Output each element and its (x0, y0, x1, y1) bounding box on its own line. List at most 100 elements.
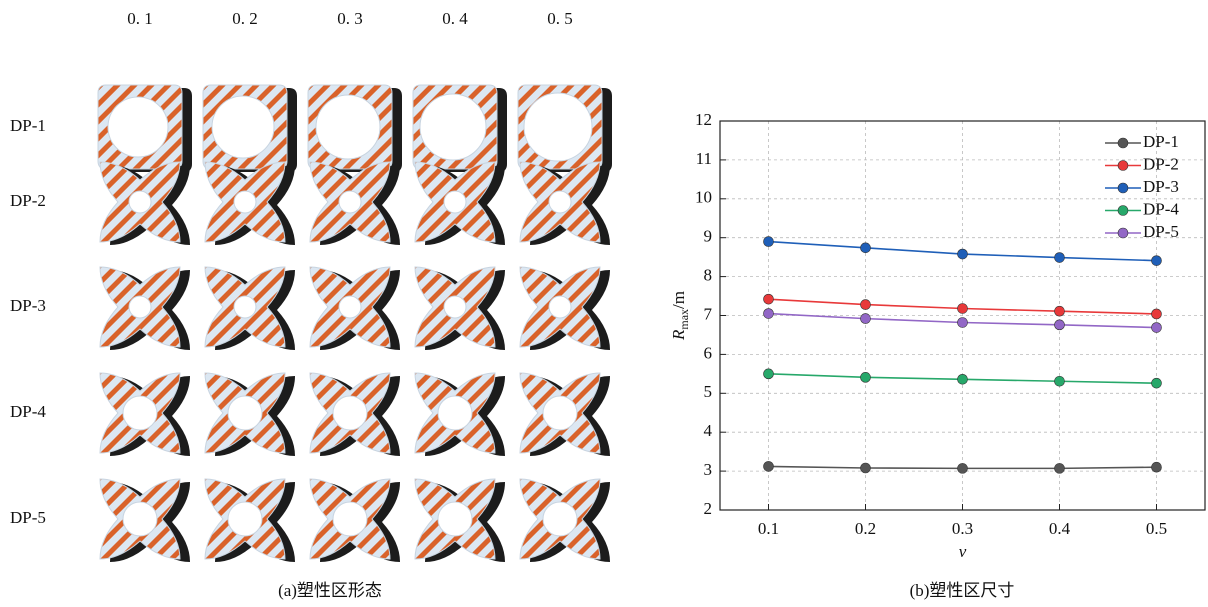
x-axis-label: v (959, 542, 967, 561)
data-point (763, 236, 774, 247)
legend-marker (1117, 227, 1129, 239)
data-point (1151, 308, 1162, 320)
data-point (1054, 463, 1065, 474)
shape-hole (542, 501, 578, 537)
shape-hole (338, 295, 362, 319)
data-point (860, 242, 871, 254)
row-label: DP-4 (10, 402, 46, 421)
shape-hole (332, 395, 368, 431)
x-tick-label: 0.5 (1146, 519, 1167, 538)
legend-marker (1117, 205, 1129, 216)
y-tick-label: 3 (704, 460, 713, 479)
panel-a: 0. 1 0. 2 0. 3 0. 4 0. 5 DP-1 DP-2 DP-3 DP-4 DP-5 (10, 9, 612, 562)
x-tick-label: 0.2 (855, 519, 876, 538)
data-point (763, 368, 774, 380)
row-label: DP-3 (10, 296, 46, 315)
shape-hole (419, 93, 487, 161)
shape-hole (107, 96, 169, 158)
y-label-unit: /m (669, 291, 688, 309)
row-label: DP-1 (10, 116, 46, 135)
data-point (860, 313, 871, 324)
plastic-zone-shape (414, 372, 505, 456)
plastic-zone-shape (519, 478, 610, 562)
plastic-zone-shape (204, 372, 295, 456)
y-axis-label: Rmax/m (669, 291, 691, 341)
shape-hole (338, 190, 362, 214)
y-tick-label: 4 (704, 421, 713, 440)
caption-b: (b)塑性区尺寸 (910, 581, 1015, 600)
plastic-zone-shape (414, 161, 505, 245)
shape-hole (437, 395, 473, 431)
shape-hole (233, 190, 257, 214)
y-tick-label: 7 (704, 304, 713, 323)
data-point (763, 461, 774, 472)
shape-hole (122, 501, 158, 537)
legend-label: DP-3 (1143, 177, 1179, 196)
shape-hole (548, 295, 572, 319)
legend-label: DP-5 (1143, 222, 1179, 241)
x-tick-label: 0.1 (758, 519, 779, 538)
row-label: DP-2 (10, 191, 46, 210)
shape-hole (233, 295, 257, 319)
shape-hole (523, 92, 593, 162)
shape-hole (542, 395, 578, 431)
data-point (1151, 255, 1162, 266)
caption-a: (a)塑性区形态 (278, 581, 382, 600)
plastic-zone-shape (204, 161, 295, 245)
plastic-zone-shape (309, 372, 400, 456)
plot-frame (719, 120, 1206, 511)
data-point (1054, 305, 1065, 317)
plastic-zone-shape (414, 266, 505, 350)
legend-marker (1117, 137, 1129, 149)
plastic-zone-shape (519, 266, 610, 350)
column-label: 0. 4 (442, 9, 468, 28)
panel-b: 2 3 4 5 6 7 8 9 10 11 12 0.1 0.2 0.3 0.4 0.5 v Rmax/m DP-1… (669, 110, 1206, 561)
legend-marker (1117, 182, 1129, 194)
legend-label: DP-2 (1143, 154, 1179, 173)
plastic-zone-shape (204, 266, 295, 350)
plastic-zone-shape (519, 161, 610, 245)
plastic-zone-shape (204, 478, 295, 562)
data-point (1151, 377, 1162, 389)
y-tick-label: 10 (695, 188, 712, 207)
shape-hole (128, 295, 152, 319)
shape-hole (437, 501, 473, 537)
data-point (1151, 461, 1162, 473)
data-point (860, 372, 871, 383)
column-label: 0. 5 (547, 9, 573, 28)
data-point (957, 303, 968, 314)
data-point (763, 293, 774, 305)
data-point (1151, 322, 1162, 333)
plastic-zone-shape (307, 84, 402, 172)
y-tick-label: 12 (695, 110, 712, 129)
data-point (860, 299, 871, 310)
y-tick-label: 9 (704, 227, 713, 246)
shape-hole (548, 190, 572, 214)
plastic-zone-shape (99, 478, 190, 562)
shape-hole (443, 190, 467, 214)
data-point (957, 317, 968, 328)
y-label-subscript: max (677, 309, 691, 330)
shape-hole (128, 190, 152, 214)
plastic-zone-shape (99, 161, 190, 245)
data-point (860, 462, 871, 474)
data-point (957, 373, 968, 385)
column-label: 0. 1 (127, 9, 153, 28)
plastic-zone-shape (97, 84, 192, 172)
shape-hole (227, 501, 263, 537)
legend-label: DP-1 (1143, 132, 1179, 151)
y-label-symbol: R (669, 329, 688, 341)
shape-hole (122, 395, 158, 431)
plastic-zone-shape (517, 84, 612, 172)
legend-marker (1117, 160, 1129, 171)
plastic-zone-shape (309, 478, 400, 562)
plastic-zone-shape (99, 372, 190, 456)
data-point (957, 463, 968, 474)
plastic-zone-shape (412, 84, 507, 172)
column-label: 0. 2 (232, 9, 258, 28)
plastic-zone-shape (309, 161, 400, 245)
data-point (1054, 319, 1065, 331)
data-point (957, 248, 968, 260)
